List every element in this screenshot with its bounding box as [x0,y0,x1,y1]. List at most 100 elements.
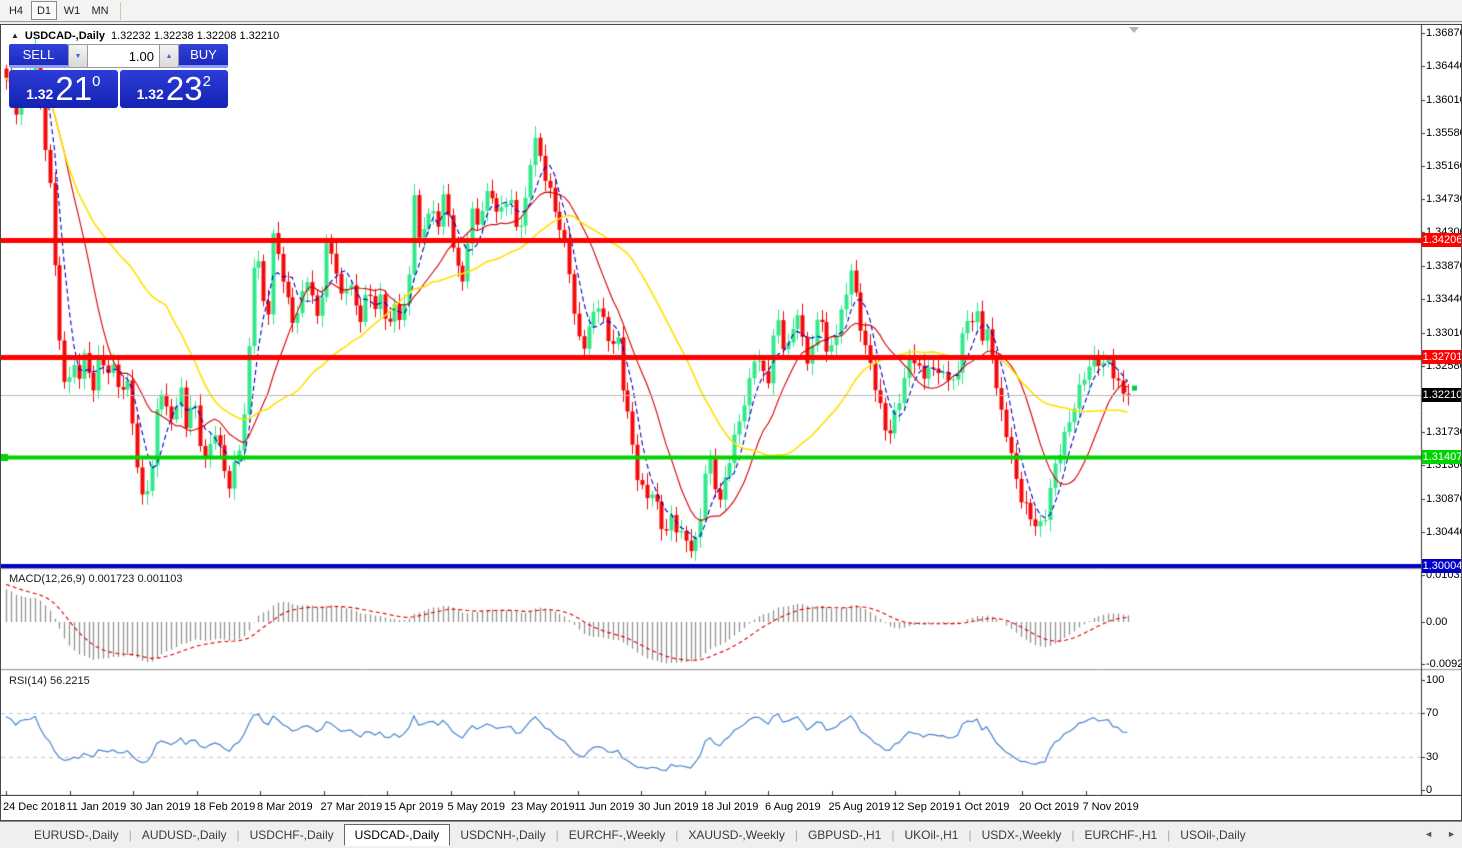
price-tick-label: 1.30870 [1426,492,1462,505]
chart-tab-eurusd-daily[interactable]: EURUSD-,Daily [34,828,119,842]
price-tick-label: 1.30440 [1426,525,1462,538]
time-tick-label: 20 Oct 2019 [1019,801,1079,813]
chart-tab-bar: EURUSD-,Daily | AUDUSD-,Daily | USDCHF-,Dail… [0,821,1462,848]
time-tick-label: 12 Sep 2019 [892,801,955,813]
chart-symbol-label: USDCAD-,Daily [24,30,105,42]
buy-button[interactable]: BUY [179,44,228,68]
tab-separator: | [1071,828,1075,842]
buy-price-main: 23 [165,70,203,107]
rsi-tick-label: 100 [1426,674,1445,686]
price-tick-label: 1.35580 [1426,127,1462,140]
time-tick-label: 11 Jun 2019 [574,801,635,813]
time-tick-label: 24 Dec 2018 [3,801,66,813]
tab-separator: | [794,828,798,842]
chart-tab-usdcnh-daily[interactable]: USDCNH-,Daily [460,828,546,842]
macd-tick-label: -0.009203 [1426,657,1461,670]
chart-tab-audusd-daily[interactable]: AUDUSD-,Daily [141,828,227,842]
one-click-trading-panel: SELL ▼ ▲ BUY 1.32 21 0 1.32 23 2 [9,44,228,108]
chart-ohlc-values: 1.32232 1.32238 1.32208 1.32210 [111,30,280,42]
sell-price-base: 1.32 [26,86,54,102]
chart-tab-usdchf-daily[interactable]: USDCHF-,Daily [249,828,334,842]
price-tick-label: 1.31730 [1426,425,1462,438]
tab-separator: | [128,828,132,842]
price-marker-label: 1.34206 [1422,232,1462,247]
volume-increase-button[interactable]: ▲ [159,44,179,68]
tab-scroll-right-icon[interactable]: ► [1447,829,1456,839]
time-tick-label: 30 Jan 2019 [130,801,191,813]
rsi-value: 56.2215 [49,675,90,687]
chart-tab-usoil-daily[interactable]: USOil-,Daily [1180,828,1246,842]
timeframe-toolbar: H4 D1 W1 MN [0,0,1462,22]
time-tick-label: 1 Oct 2019 [955,801,1010,813]
chart-tab-gbpusd-h1[interactable]: GBPUSD-,H1 [807,828,882,842]
volume-decrease-button[interactable]: ▼ [68,44,88,68]
time-tick-label: 8 Mar 2019 [257,801,313,813]
macd-indicator-label: MACD(12,26,9) 0.001723 0.001103 [9,573,183,585]
volume-input[interactable] [88,44,159,68]
sell-price-main: 21 [55,70,93,107]
time-tick-label: 30 Jun 2019 [638,801,699,813]
timeframe-button-mn[interactable]: MN [91,4,109,17]
price-tick-label: 1.34730 [1426,193,1462,206]
tab-scroll-arrows: ◄ ► [1424,829,1456,839]
chart-tabs: EURUSD-,Daily | AUDUSD-,Daily | USDCHF-,Dail… [24,823,1256,846]
time-tick-label: 7 Nov 2019 [1082,801,1139,813]
sell-button[interactable]: SELL [9,44,68,68]
price-marker-label: 1.32701 [1422,349,1462,364]
timeframe-button-h4[interactable]: H4 [8,4,24,17]
macd-main-value: 0.001723 [88,573,135,585]
rsi-tick-label: 30 [1426,751,1439,763]
time-tick-label: 6 Aug 2019 [765,801,821,813]
tab-separator: | [891,828,895,842]
timeframe-button-d1[interactable]: D1 [31,1,57,20]
buy-price-button[interactable]: 1.32 23 2 [119,70,228,108]
time-tick-label: 15 Apr 2019 [384,801,444,813]
buy-price-base: 1.32 [136,86,164,102]
chart-tab-usdcad-daily[interactable]: USDCAD-,Daily [343,823,451,846]
price-tick-label: 1.35160 [1426,159,1462,172]
price-tick-label: 1.36010 [1426,93,1462,106]
chart-tab-usdx-weekly[interactable]: USDX-,Weekly [981,828,1062,842]
time-tick-label: 18 Feb 2019 [193,801,256,813]
time-tick-label: 18 Jul 2019 [701,801,759,813]
chart-canvas[interactable] [1,25,1461,796]
sell-price-button[interactable]: 1.32 21 0 [9,70,118,108]
time-tick-label: 27 Mar 2019 [320,801,383,813]
chart-shift-marker[interactable] [1129,27,1139,33]
rsi-tick-label: 70 [1426,707,1439,719]
price-marker-label: 1.32210 [1422,387,1462,402]
chart-tab-eurchf-h1[interactable]: EURCHF-,H1 [1084,828,1158,842]
tab-separator: | [968,828,972,842]
rsi-indicator-label: RSI(14) 56.2215 [9,675,90,687]
price-tick-label: 1.33870 [1426,259,1462,272]
chart-tab-xauusd-weekly[interactable]: XAUUSD-,Weekly [688,828,785,842]
chart-tab-ukoil-h1[interactable]: UKOil-,H1 [904,828,959,842]
macd-signal-value: 0.001103 [137,573,183,585]
time-tick-label: 11 Jan 2019 [66,801,127,813]
buy-price-pip: 2 [202,72,211,90]
chart-tab-eurchf-weekly[interactable]: EURCHF-,Weekly [568,828,666,842]
tab-separator: | [675,828,679,842]
time-tick-label: 23 May 2019 [511,801,575,813]
chart-window: ▲ USDCAD-,Daily 1.32232 1.32238 1.32208 … [0,24,1462,821]
tab-separator: | [236,828,240,842]
price-marker-label: 1.31407 [1422,449,1462,464]
collapse-one-click-icon[interactable]: ▲ [11,31,19,40]
price-tick-label: 1.36440 [1426,60,1462,73]
timeframe-button-w1[interactable]: W1 [63,4,81,17]
chart-title: ▲ USDCAD-,Daily 1.32232 1.32238 1.32208 … [11,30,279,42]
price-tick-label: 1.33440 [1426,293,1462,306]
time-tick-label: 5 May 2019 [447,801,505,813]
tab-separator: | [1167,828,1171,842]
macd-tick-label: 0.00 [1426,616,1448,628]
price-marker-label: 1.30004 [1422,558,1462,573]
tab-scroll-left-icon[interactable]: ◄ [1424,829,1434,839]
sell-price-pip: 0 [92,72,101,90]
timeframe-buttons: H4 D1 W1 MN [2,1,114,20]
tab-separator: | [555,828,559,842]
price-tick-label: 1.33010 [1426,326,1462,339]
price-tick-label: 1.36870 [1426,27,1462,39]
time-tick-label: 25 Aug 2019 [828,801,891,813]
toolbar-separator [120,1,121,20]
